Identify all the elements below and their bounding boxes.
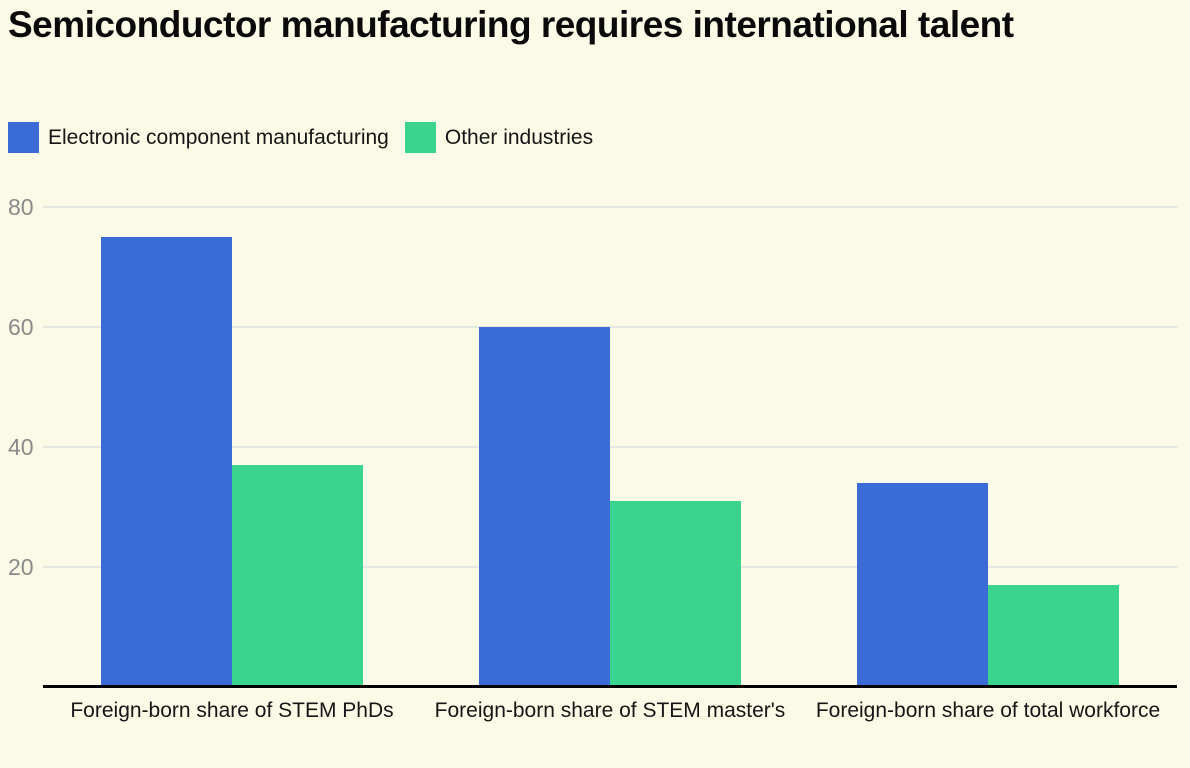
legend-label-other: Other industries — [444, 125, 594, 149]
bar-blue-group-1 — [479, 327, 610, 687]
gridline-60 — [43, 326, 1177, 328]
legend-swatch-green-icon — [404, 122, 436, 153]
y-tick-label-40: 40 — [8, 434, 34, 460]
x-axis-label-1: Foreign-born share of STEM master's — [434, 699, 786, 722]
y-tick-label-80: 80 — [8, 194, 34, 220]
legend-item-other: Other industries — [404, 122, 594, 153]
bar-blue-group-0 — [101, 237, 232, 687]
bar-blue-group-2 — [857, 483, 988, 687]
gridline-40 — [43, 446, 1177, 448]
y-tick-label-20: 20 — [8, 554, 34, 580]
legend-label-electronic: Electronic component manufacturing — [48, 125, 389, 149]
x-axis-label-2: Foreign-born share of total workforce — [815, 699, 1161, 722]
legend-item-electronic: Electronic component manufacturing — [8, 122, 389, 153]
bar-green-group-0 — [232, 465, 363, 687]
gridline-80 — [43, 206, 1177, 208]
y-tick-label-60: 60 — [8, 314, 34, 340]
legend: Electronic component manufacturing Other… — [8, 122, 593, 153]
chart-title: Semiconductor manufacturing requires int… — [8, 4, 1014, 45]
bar-green-group-2 — [988, 585, 1119, 687]
legend-swatch-blue-icon — [8, 122, 39, 153]
x-axis-line — [43, 685, 1177, 688]
bar-green-group-1 — [610, 501, 741, 687]
x-axis-label-0: Foreign-born share of STEM PhDs — [70, 699, 394, 722]
